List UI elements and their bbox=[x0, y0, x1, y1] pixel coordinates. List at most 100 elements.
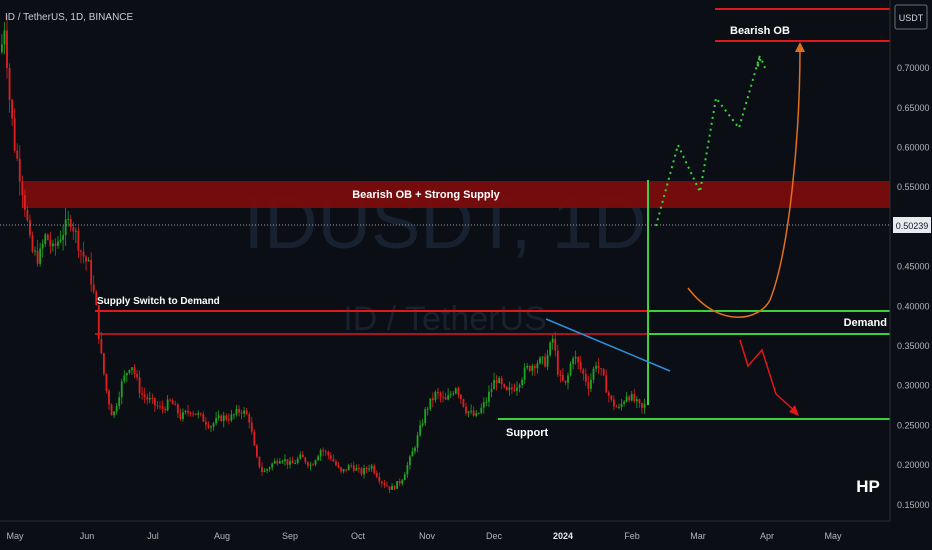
candle-body bbox=[556, 350, 559, 375]
candle-body bbox=[424, 409, 427, 424]
candle-body bbox=[329, 455, 332, 459]
candle-body bbox=[16, 150, 19, 159]
candle-body bbox=[233, 414, 235, 416]
candle-body bbox=[625, 396, 628, 402]
candle-body bbox=[541, 356, 544, 358]
candle-body bbox=[488, 391, 490, 402]
bearish-projection-path bbox=[739, 339, 797, 413]
candle-body bbox=[220, 415, 223, 422]
candle-body bbox=[49, 239, 52, 247]
candle-body bbox=[613, 399, 615, 407]
candle-body bbox=[569, 363, 572, 376]
candle-body bbox=[508, 387, 511, 391]
candle-body bbox=[503, 384, 506, 387]
candle-body bbox=[307, 462, 309, 466]
time-axis[interactable]: May Jun Jul Aug Sep Oct Nov Dec 2024 Feb Mar Apr May bbox=[0, 520, 890, 541]
candle-body bbox=[263, 470, 266, 472]
candle-body bbox=[600, 368, 603, 370]
x-tick-label: Dec bbox=[486, 531, 503, 541]
candle-body bbox=[154, 398, 156, 406]
candle-body bbox=[470, 410, 472, 412]
candle-body bbox=[141, 393, 144, 395]
x-tick-label: Oct bbox=[351, 531, 366, 541]
candle-body bbox=[189, 412, 192, 414]
candle-body bbox=[169, 399, 172, 401]
candle-body bbox=[317, 456, 319, 461]
candle-body bbox=[434, 391, 437, 401]
candle-body bbox=[39, 248, 42, 264]
y-tick-label: 0.45000 bbox=[897, 262, 930, 272]
candle-body bbox=[115, 406, 118, 412]
x-tick-label: Mar bbox=[690, 531, 706, 541]
candle-body bbox=[342, 469, 345, 472]
candle-body bbox=[299, 454, 302, 459]
candle-body bbox=[511, 387, 513, 390]
candle-body bbox=[516, 387, 518, 391]
candle-body bbox=[498, 378, 501, 384]
candle-body bbox=[314, 460, 317, 465]
candle-body bbox=[536, 363, 539, 369]
candle-body bbox=[276, 460, 279, 464]
candle-body bbox=[8, 67, 11, 100]
candle-body bbox=[230, 414, 233, 421]
candle-body bbox=[587, 381, 590, 389]
candle-body bbox=[602, 369, 605, 376]
candle-body bbox=[528, 365, 531, 371]
candle-body bbox=[411, 451, 414, 457]
candle-body bbox=[579, 362, 582, 370]
candle-body bbox=[266, 469, 268, 471]
candle-body bbox=[113, 411, 115, 416]
candle-body bbox=[401, 480, 404, 484]
x-tick-label: Aug bbox=[214, 531, 230, 541]
candle-body bbox=[62, 235, 64, 240]
candle-body bbox=[482, 402, 485, 408]
candle-body bbox=[256, 445, 258, 457]
x-tick-labels: May Jun Jul Aug Sep Oct Nov Dec 2024 Feb Mar Apr May bbox=[6, 531, 842, 541]
candle-body bbox=[179, 413, 182, 419]
candle-body bbox=[31, 235, 34, 252]
candle-body bbox=[386, 485, 388, 487]
x-tick-label: Jun bbox=[80, 531, 95, 541]
x-tick-label: Sep bbox=[282, 531, 298, 541]
watermark-name: ID / TetherUS bbox=[343, 300, 546, 338]
candle-body bbox=[472, 410, 475, 416]
candle-body bbox=[278, 461, 281, 464]
candle-body bbox=[567, 375, 569, 383]
candle-body bbox=[85, 256, 87, 262]
candle-body bbox=[352, 465, 355, 471]
candle-body bbox=[495, 380, 498, 384]
price-axis[interactable]: USDT 0.700000.650000.600000.550000.50000… bbox=[889, 0, 932, 550]
candle-body bbox=[559, 374, 562, 376]
currency-box[interactable] bbox=[894, 4, 928, 30]
candle-body bbox=[136, 373, 138, 378]
candle-body bbox=[164, 408, 166, 411]
candle-body bbox=[605, 375, 608, 393]
candle-body bbox=[46, 234, 49, 240]
candle-body bbox=[391, 485, 393, 490]
candle-body bbox=[110, 404, 113, 416]
y-tick-label: 0.30000 bbox=[897, 381, 930, 391]
candle-body bbox=[345, 469, 348, 471]
candle-body bbox=[460, 394, 462, 400]
candle-body bbox=[454, 388, 457, 394]
candle-body bbox=[156, 405, 159, 407]
current-price-box bbox=[893, 217, 931, 233]
candle-body bbox=[493, 380, 495, 390]
candle-body bbox=[442, 396, 444, 398]
rounded-bottom-curve bbox=[687, 47, 801, 318]
candle-body bbox=[21, 181, 24, 196]
candle-body bbox=[143, 394, 146, 398]
candle-body bbox=[87, 260, 90, 262]
candle-body bbox=[258, 456, 261, 467]
y-tick-label: 0.70000 bbox=[897, 63, 930, 73]
candle-body bbox=[296, 458, 299, 464]
candle-body bbox=[36, 250, 39, 264]
candle-body bbox=[202, 413, 205, 422]
candle-body bbox=[194, 413, 197, 415]
candle-body bbox=[174, 404, 177, 406]
candle-body bbox=[337, 465, 340, 468]
candle-body bbox=[355, 468, 358, 471]
candle-body bbox=[225, 415, 228, 420]
candle-body bbox=[429, 398, 432, 409]
